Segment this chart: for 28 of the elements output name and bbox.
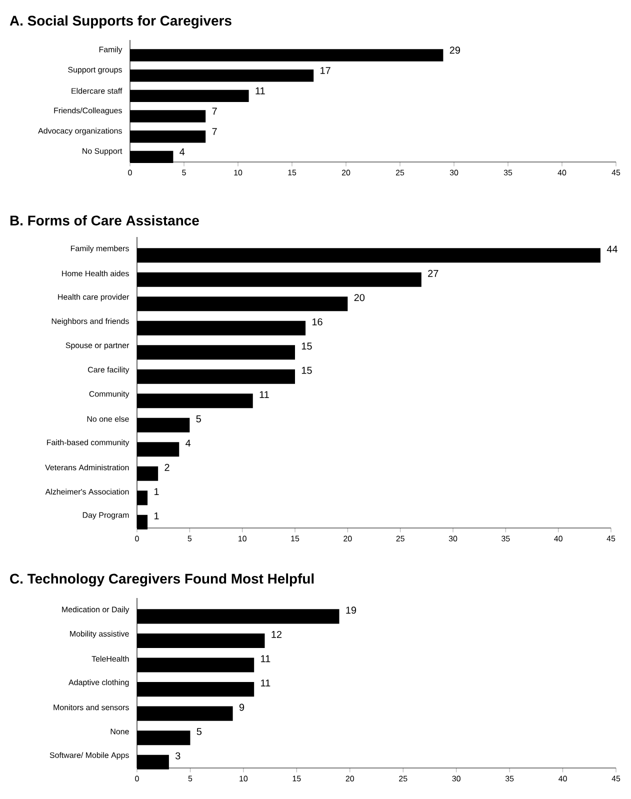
data-label: 20 xyxy=(354,294,365,302)
data-label: 1 xyxy=(154,512,159,520)
data-label: 15 xyxy=(302,342,312,350)
data-label: 2 xyxy=(164,464,170,471)
data-label: 11 xyxy=(260,391,269,398)
data-label: 4 xyxy=(180,148,185,156)
data-label: 4 xyxy=(186,440,191,447)
data-label: 11 xyxy=(261,680,270,686)
data-label: 27 xyxy=(428,270,438,277)
data-label: 17 xyxy=(320,67,330,74)
data-label: 11 xyxy=(261,655,270,662)
data-label: 5 xyxy=(196,415,201,422)
data-label: 1 xyxy=(154,488,159,496)
data-label: 9 xyxy=(239,704,244,711)
chart-title: C. Technology Caregivers Found Most Helpful xyxy=(10,573,314,586)
data-label: 3 xyxy=(175,752,180,760)
data-label: 19 xyxy=(346,606,356,614)
data-label: 11 xyxy=(256,87,265,94)
data-label: 44 xyxy=(606,246,618,253)
chart-title: B. Forms of Care Assistance xyxy=(10,215,199,226)
data-label: 29 xyxy=(450,46,460,54)
data-label: 5 xyxy=(196,728,202,736)
data-label: 12 xyxy=(272,630,282,638)
data-label: 15 xyxy=(302,366,312,374)
chart-title: A. Social Supports for Caregivers xyxy=(10,15,232,28)
data-label: 7 xyxy=(212,108,217,115)
data-label: 7 xyxy=(212,128,217,135)
data-label: 16 xyxy=(312,318,322,326)
